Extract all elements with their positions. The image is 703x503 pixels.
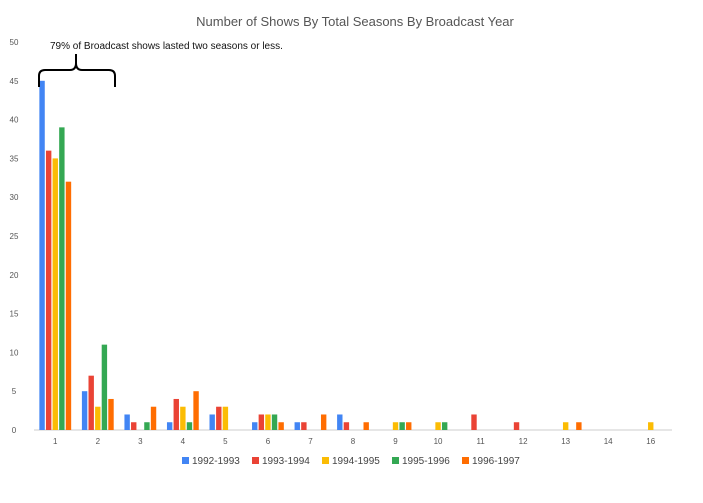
- bar-1993-1994-8: [343, 422, 350, 430]
- bar-1996-1997-4: [193, 391, 199, 430]
- annotation-brace: [38, 54, 116, 87]
- bar-1994-1995-10: [435, 422, 441, 430]
- y-axis: 0 5 10 15 20 25 30 35 40 45 50: [10, 38, 19, 435]
- bar-1992-1993-2: [81, 391, 88, 430]
- bar-1993-1994-2: [88, 375, 94, 430]
- chart-title: Number of Shows By Total Seasons By Broa…: [196, 14, 514, 29]
- y-tick-label: 25: [10, 232, 19, 241]
- x-tick-label: 4: [181, 437, 186, 446]
- bar-1996-1997-6: [278, 422, 284, 430]
- bars-group: [39, 80, 654, 431]
- bar-1993-1994-5: [216, 406, 222, 430]
- legend: 1992-1993 1993-1994 1994-1995 1995-1996 1996…: [182, 456, 520, 467]
- bar-1993-1994-4: [173, 398, 179, 430]
- legend-swatch: [392, 457, 399, 464]
- y-tick-label: 5: [12, 387, 17, 396]
- bar-1994-1995-4: [180, 406, 186, 430]
- legend-swatch: [462, 457, 469, 464]
- bar-1993-1994-12: [513, 422, 520, 430]
- annotation-text: 79% of Broadcast shows lasted two season…: [50, 41, 283, 52]
- bar-1994-1995-16: [648, 422, 654, 430]
- y-tick-label: 20: [10, 271, 19, 280]
- bar-1996-1997-9: [406, 422, 412, 430]
- legend-swatch: [252, 457, 259, 464]
- legend-label: 1994-1995: [332, 456, 380, 467]
- bar-1996-1997-13: [576, 422, 582, 430]
- x-tick-label: 16: [646, 437, 655, 446]
- x-tick-label: 11: [476, 437, 485, 446]
- legend-swatch: [182, 457, 189, 464]
- y-tick-label: 40: [10, 116, 19, 125]
- bar-1995-1996-1: [59, 127, 65, 431]
- bar-1994-1995-13: [562, 422, 569, 430]
- x-tick-label: 9: [393, 437, 398, 446]
- bar-1994-1995-5: [222, 406, 229, 430]
- bar-1995-1996-2: [101, 344, 108, 430]
- bar-1995-1996-4: [186, 422, 193, 430]
- x-tick-label: 14: [604, 437, 613, 446]
- x-tick-label: 2: [96, 437, 101, 446]
- bar-1996-1997-2: [108, 398, 114, 430]
- y-tick-label: 15: [10, 310, 19, 319]
- y-tick-label: 35: [10, 154, 19, 163]
- legend-label: 1995-1996: [402, 456, 450, 467]
- bar-1996-1997-7: [320, 414, 327, 430]
- legend-label: 1996-1997: [472, 456, 520, 467]
- bar-1995-1996-10: [441, 422, 448, 430]
- x-tick-label: 7: [308, 437, 313, 446]
- x-tick-label: 6: [266, 437, 271, 446]
- bar-1996-1997-3: [150, 406, 157, 430]
- x-axis: 1 2 3 4 5 6 7 8 9 10 11 12 13 14 16: [53, 437, 656, 446]
- y-tick-label: 30: [10, 193, 19, 202]
- bar-1992-1993-4: [166, 422, 173, 430]
- bar-1996-1997-1: [65, 181, 72, 430]
- x-tick-label: 12: [519, 437, 528, 446]
- bar-1992-1993-6: [252, 422, 258, 430]
- bar-1993-1994-11: [471, 414, 477, 430]
- x-tick-label: 1: [53, 437, 58, 446]
- x-tick-label: 10: [434, 437, 443, 446]
- legend-label: 1993-1994: [262, 456, 310, 467]
- x-tick-label: 13: [561, 437, 570, 446]
- y-tick-label: 50: [10, 38, 19, 47]
- x-tick-label: 3: [138, 437, 143, 446]
- bar-1992-1993-1: [39, 80, 45, 431]
- x-tick-label: 5: [223, 437, 228, 446]
- x-tick-label: 8: [351, 437, 356, 446]
- bar-1994-1995-9: [392, 422, 399, 430]
- legend-label: 1992-1993: [192, 456, 240, 467]
- bar-1992-1993-8: [337, 414, 343, 430]
- bar-1992-1993-7: [294, 422, 300, 430]
- bar-1992-1993-3: [124, 414, 130, 430]
- bar-1993-1994-7: [301, 422, 307, 430]
- bar-1995-1996-3: [144, 422, 150, 430]
- legend-swatch: [322, 457, 329, 464]
- bar-1993-1994-6: [258, 414, 265, 430]
- y-tick-label: 0: [12, 426, 17, 435]
- bar-1994-1995-2: [95, 406, 101, 430]
- y-tick-label: 10: [10, 348, 19, 357]
- bar-1994-1995-6: [265, 414, 271, 430]
- bar-1995-1996-9: [399, 422, 405, 430]
- bar-1995-1996-6: [271, 414, 278, 430]
- bar-1994-1995-1: [52, 158, 58, 430]
- bar-1996-1997-8: [363, 422, 369, 430]
- y-tick-label: 45: [10, 77, 19, 86]
- bar-1992-1993-5: [209, 414, 215, 430]
- bar-1993-1994-3: [131, 422, 137, 430]
- bar-1993-1994-1: [45, 150, 52, 430]
